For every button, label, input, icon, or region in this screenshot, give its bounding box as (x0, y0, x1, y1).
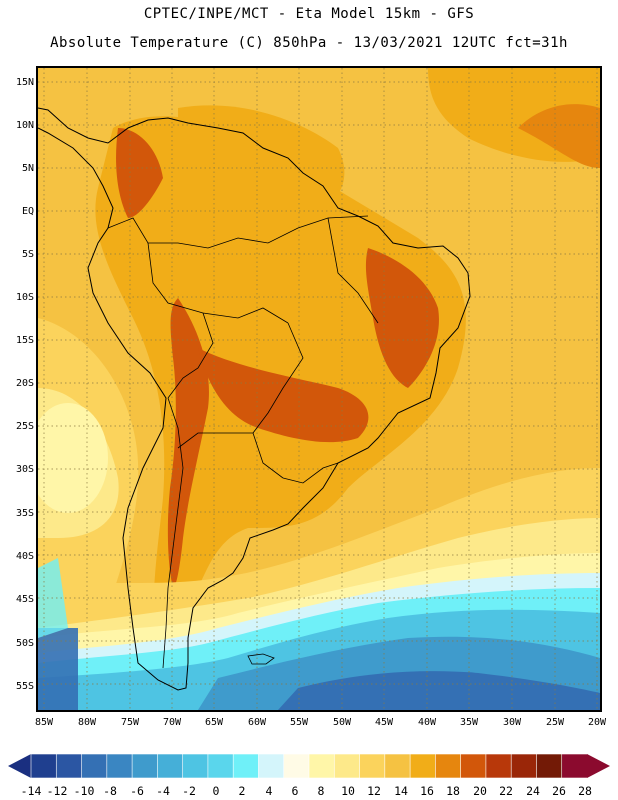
colorbar-cell (157, 753, 184, 779)
colorbar-label: -8 (103, 784, 117, 798)
colorbar-label: 16 (420, 784, 434, 798)
colorbar-label: -6 (130, 784, 144, 798)
field-northeast-hot (365, 248, 439, 388)
lon-label: 40W (417, 717, 437, 728)
lon-label: 85W (34, 717, 54, 728)
field-central-hot (198, 348, 369, 443)
lat-label: 50S (15, 638, 34, 649)
colorbar-label: -12 (46, 784, 68, 798)
lat-label: 30S (15, 464, 34, 475)
falkland-islands (247, 653, 275, 665)
colorbar-cell (359, 753, 386, 779)
colorbar (8, 753, 610, 779)
colorbar-cell (485, 753, 512, 779)
lat-label: 40S (15, 551, 34, 562)
lat-label: 15N (15, 77, 34, 88)
field-south-west-cold (38, 628, 78, 710)
colorbar-cell (510, 753, 538, 779)
lat-label: 20S (15, 378, 34, 389)
colorbar-label: 6 (291, 784, 299, 798)
colorbar-cell (409, 753, 436, 779)
colorbar-cell (30, 753, 57, 779)
lon-label: 60W (247, 717, 267, 728)
colorbar-cell (131, 753, 158, 779)
lon-label: 65W (204, 717, 224, 728)
colorbar-cell (536, 753, 563, 779)
colorbar-cell (232, 753, 260, 779)
colorbar-cell (258, 753, 285, 779)
colorbar-label: 28 (578, 784, 592, 798)
coastline (38, 107, 471, 691)
lon-label: 25W (545, 717, 565, 728)
colorbar-cell (435, 753, 462, 779)
lat-label: 10N (15, 120, 34, 131)
colorbar-label: 22 (499, 784, 513, 798)
chart-title-line1: CPTEC/INPE/MCT - Eta Model 15km - GFS (143, 6, 475, 22)
colorbar-cell (106, 753, 133, 779)
graticule (38, 68, 600, 710)
colorbar-cell (308, 753, 335, 779)
temperature-map (36, 66, 602, 712)
colorbar-label: 0 (212, 784, 220, 798)
field-pacific-pale (38, 403, 108, 513)
lat-label: 35S (15, 508, 34, 519)
lon-label: 35W (459, 717, 479, 728)
country-borders (107, 215, 379, 669)
colorbar-cell (333, 753, 361, 779)
lon-label: 70W (162, 717, 182, 728)
lat-label: 55S (15, 681, 34, 692)
lon-label: 30W (502, 717, 522, 728)
colorbar-label: 12 (367, 784, 381, 798)
chart-title-line2: Absolute Temperature (C) 850hPa - 13/03/… (50, 35, 568, 51)
colorbar-label: 18 (446, 784, 460, 798)
colorbar-label: -14 (20, 784, 42, 798)
colorbar-cell (283, 753, 310, 779)
colorbar-left-arrow (8, 754, 31, 778)
lon-label: 50W (332, 717, 352, 728)
colorbar-cell (182, 753, 209, 779)
field-north-andes-hot (116, 128, 163, 218)
colorbar-label: -10 (73, 784, 95, 798)
colorbar-label: 14 (394, 784, 408, 798)
field-andes-hot (167, 298, 209, 588)
lon-label: 75W (120, 717, 140, 728)
colorbar-label: 20 (473, 784, 487, 798)
colorbar-label: 24 (526, 784, 540, 798)
colorbar-cell (207, 753, 234, 779)
colorbar-label: 4 (265, 784, 273, 798)
colorbar-label: 2 (238, 784, 246, 798)
colorbar-label: 8 (317, 784, 325, 798)
colorbar-label: -4 (156, 784, 170, 798)
colorbar-cell (81, 753, 108, 779)
colorbar-label: 10 (341, 784, 355, 798)
field-north-atlantic-hot (518, 104, 600, 168)
lon-label: 20W (587, 717, 607, 728)
lat-label: 45S (15, 594, 34, 605)
lat-label: EQ (21, 206, 34, 217)
lat-label: 5S (21, 249, 34, 260)
colorbar-label: -2 (182, 784, 196, 798)
lon-label: 80W (77, 717, 97, 728)
lon-label: 55W (289, 717, 309, 728)
field-south-band8 (278, 671, 600, 710)
colorbar-right-arrow (587, 754, 610, 778)
colorbar-cell (55, 753, 83, 779)
lat-label: 10S (15, 292, 34, 303)
lat-label: 25S (15, 421, 34, 432)
lon-label: 45W (374, 717, 394, 728)
colorbar-cell (561, 753, 588, 779)
map-svg (38, 68, 600, 710)
lat-label: 5N (21, 163, 34, 174)
colorbar-cell (460, 753, 487, 779)
lat-label: 15S (15, 335, 34, 346)
colorbar-cell (384, 753, 411, 779)
colorbar-label: 26 (552, 784, 566, 798)
